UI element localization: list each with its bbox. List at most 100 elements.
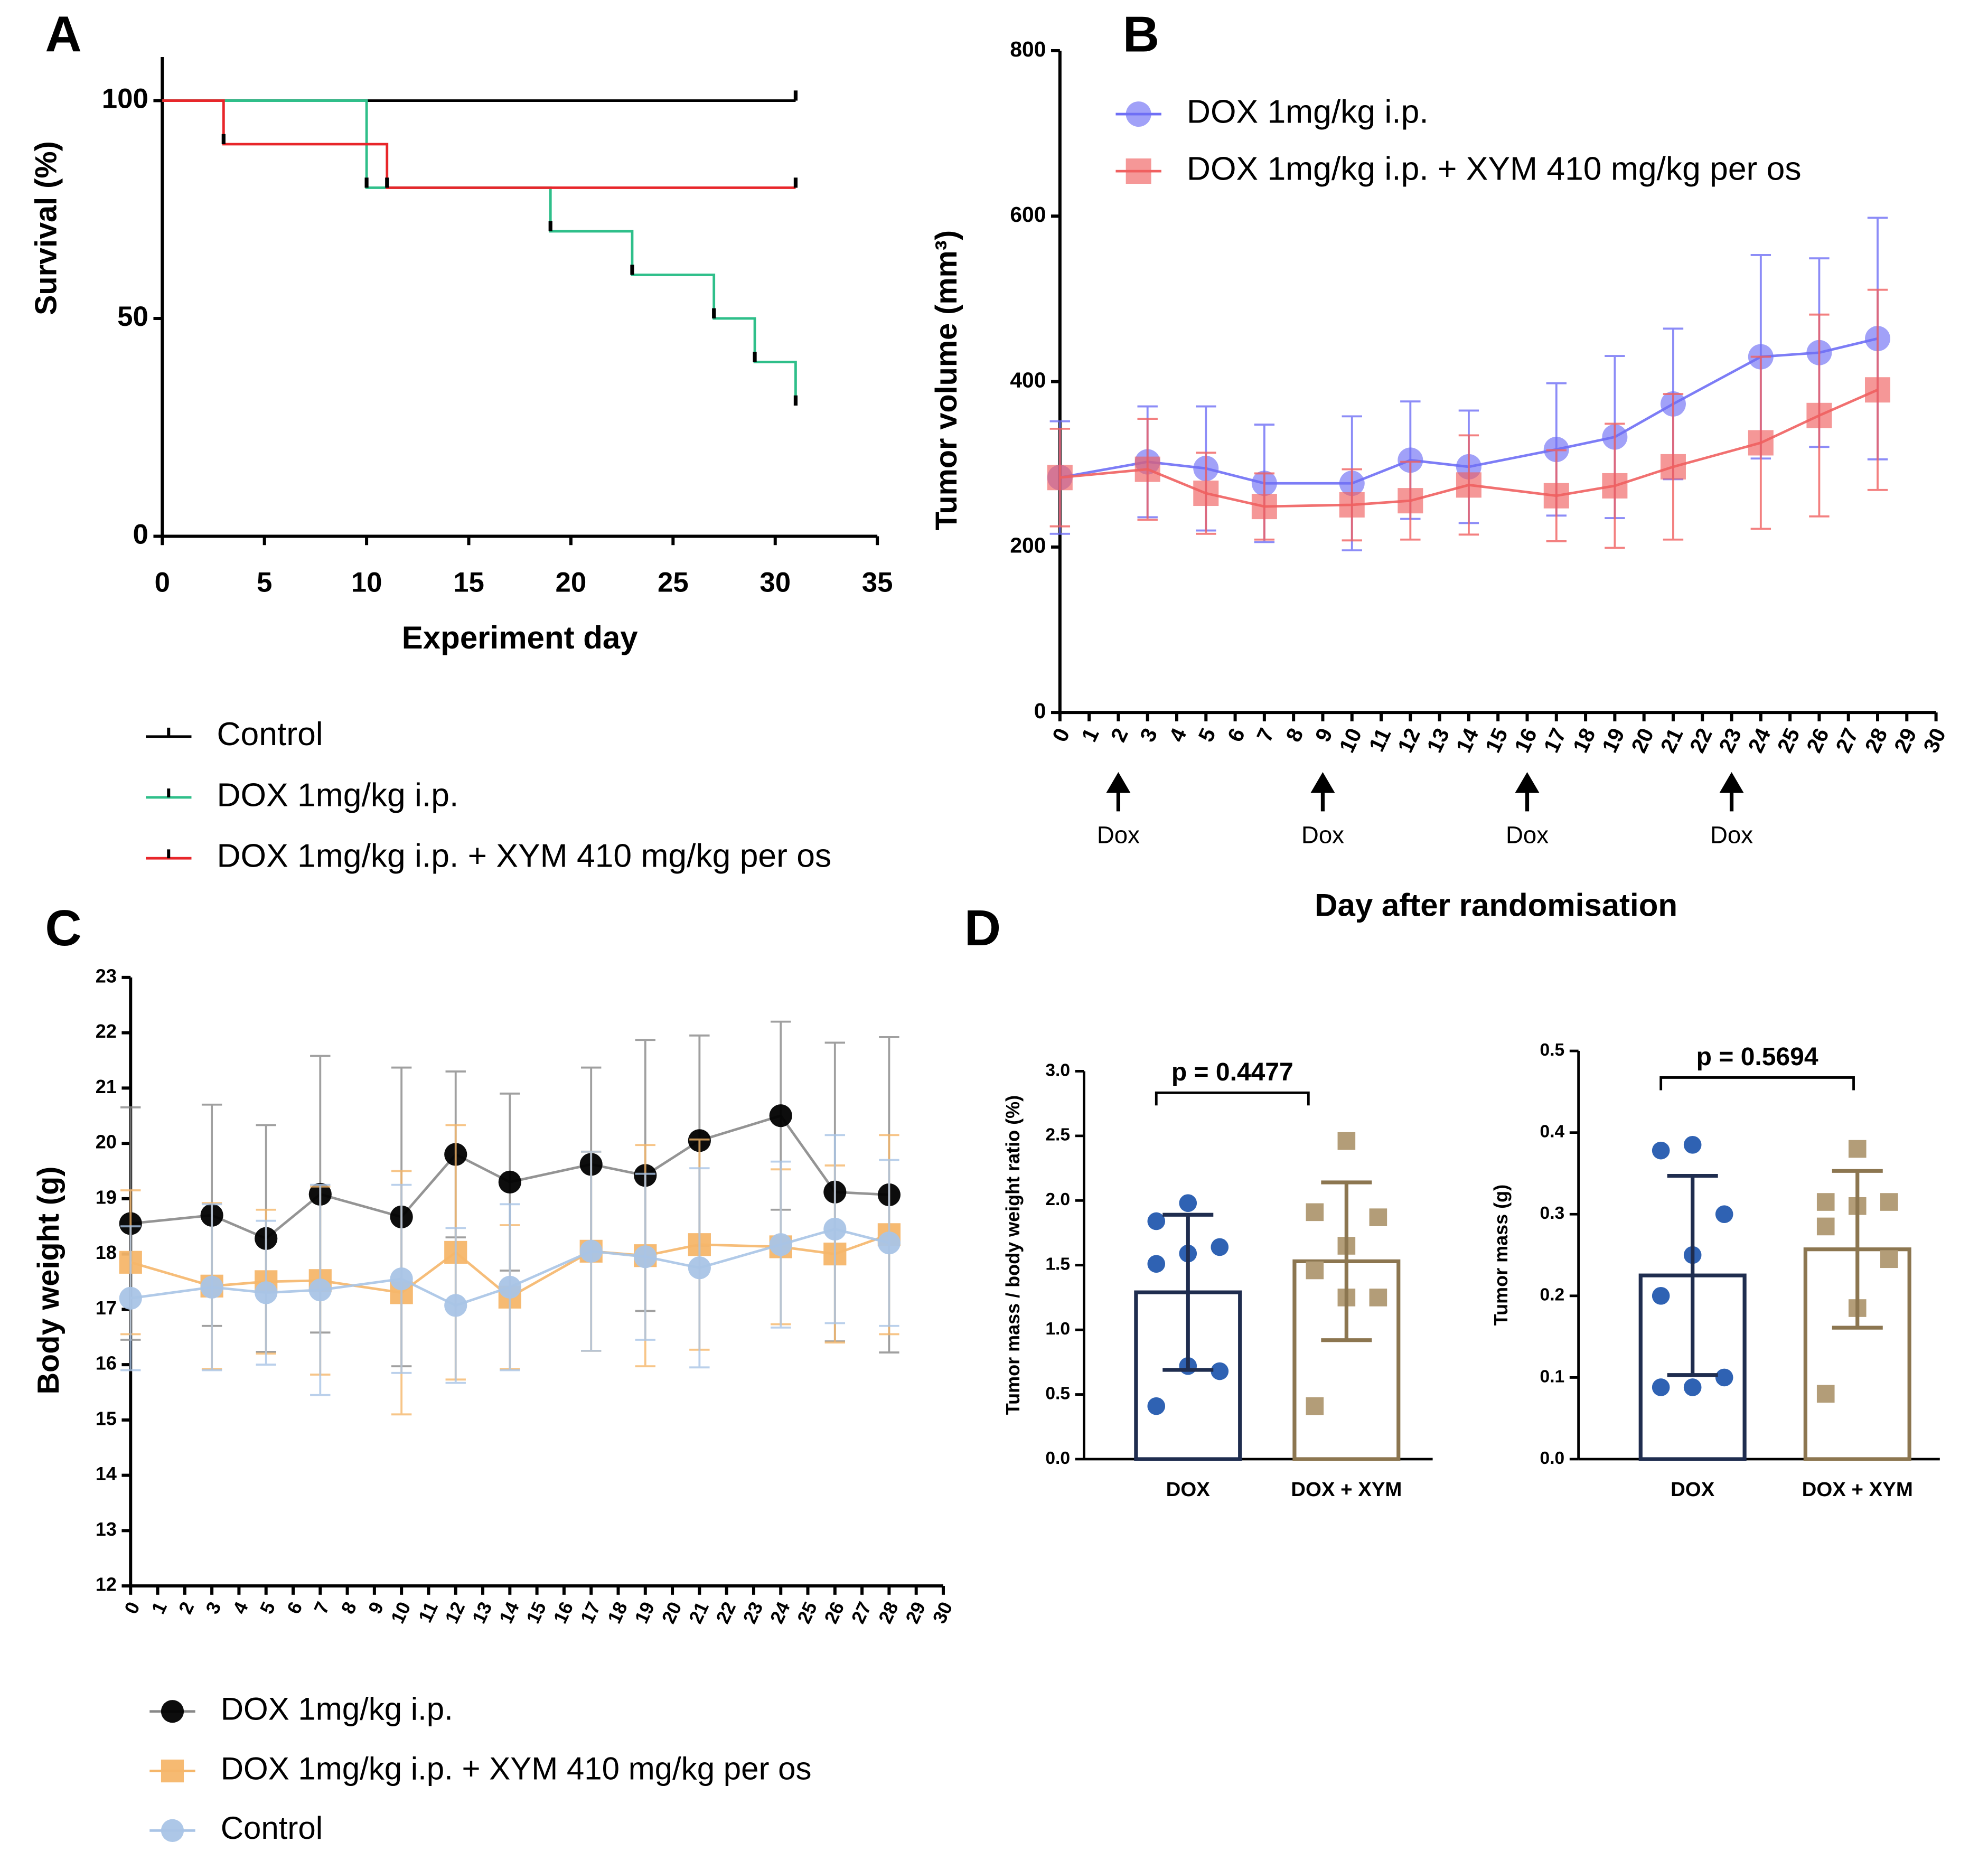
marker (1816, 1217, 1835, 1236)
marker (769, 1104, 792, 1127)
x-tick-label: 26 (1802, 725, 1834, 757)
panel-letter: A (45, 6, 81, 62)
x-tick-label: DOX + XYM (1802, 1478, 1913, 1501)
marker (1652, 1141, 1670, 1160)
x-tick-label: 25 (793, 1599, 821, 1627)
dose-arrow (1719, 772, 1744, 812)
x-tick-label: 24 (1743, 724, 1775, 756)
y-tick-label: 0.0 (1045, 1449, 1070, 1468)
y-tick-label: 15 (96, 1407, 117, 1429)
x-tick-label: 8 (336, 1599, 361, 1617)
marker (1715, 1205, 1733, 1224)
marker (308, 1279, 332, 1302)
x-tick-label: 12 (440, 1599, 469, 1627)
bracket (1155, 1091, 1310, 1106)
x-tick-label: 10 (387, 1599, 415, 1627)
marker (688, 1256, 711, 1280)
legend-marker (1126, 158, 1151, 184)
y-tick-label: 23 (96, 965, 117, 986)
marker (1211, 1362, 1229, 1380)
y-tick-label: 20 (96, 1131, 117, 1153)
marker (1306, 1397, 1324, 1415)
x-tick-label: 25 (1773, 725, 1805, 757)
y-tick-label: 3.0 (1045, 1060, 1070, 1080)
x-tick-label: 9 (364, 1599, 388, 1617)
x-tick-label: 6 (1223, 725, 1250, 746)
marker (1848, 1140, 1867, 1158)
marker (390, 1267, 413, 1291)
y-tick-label: 13 (96, 1518, 117, 1540)
x-tick-label: 9 (1310, 725, 1337, 746)
panel-letter: D (964, 900, 1001, 956)
x-tick-label: 17 (576, 1599, 605, 1627)
marker (1683, 1136, 1702, 1154)
x-tick-label: 5 (1194, 725, 1221, 746)
y-tick-label: 1.5 (1045, 1255, 1070, 1274)
x-tick-label: 14 (495, 1599, 523, 1627)
dose-label: Dox (1097, 821, 1140, 848)
marker (1683, 1378, 1702, 1396)
x-tick-label: DOX (1671, 1478, 1715, 1501)
marker (498, 1275, 521, 1299)
y-axis-label: Survival (%) (29, 141, 63, 315)
x-tick-label: 13 (1422, 725, 1454, 757)
dose-label: Dox (1301, 821, 1344, 848)
x-tick-label: 29 (901, 1599, 930, 1627)
y-tick-label: 100 (102, 83, 148, 114)
x-tick-label: 4 (228, 1599, 252, 1617)
x-tick-label: 7 (1252, 725, 1279, 746)
x-tick-label: 29 (1889, 725, 1921, 757)
x-tick-label: 10 (351, 567, 382, 598)
y-tick-label: 0.3 (1540, 1204, 1565, 1223)
survival-line (162, 99, 797, 406)
bracket (1659, 1076, 1855, 1091)
x-tick-label: 13 (467, 1599, 496, 1627)
marker (1193, 481, 1219, 506)
legend-label: DOX 1mg/kg i.p. + XYM 410 mg/kg per os (1187, 151, 1802, 187)
marker (1715, 1368, 1733, 1387)
x-axis-label: Experiment day (402, 620, 638, 655)
x-tick-label: 0 (155, 567, 170, 598)
x-tick-label: 15 (1480, 725, 1513, 757)
marker (1864, 377, 1891, 403)
x-tick-label: 1 (1076, 725, 1103, 746)
marker (200, 1275, 223, 1299)
marker (579, 1239, 603, 1263)
marker (1134, 456, 1160, 482)
y-tick-label: 600 (1010, 202, 1046, 227)
x-tick-label: 16 (1509, 725, 1542, 757)
legend-label: Control (217, 716, 323, 753)
x-tick-label: 20 (657, 1599, 686, 1627)
marker (119, 1286, 142, 1310)
marker (1306, 1203, 1324, 1221)
marker (1306, 1261, 1324, 1280)
y-tick-label: 16 (96, 1352, 117, 1374)
y-tick-label: 0 (1034, 699, 1046, 723)
x-tick-label: 17 (1539, 725, 1571, 757)
marker (1748, 430, 1774, 456)
legend-label: DOX 1mg/kg i.p. + XYM 410 mg/kg per os (221, 1751, 812, 1786)
y-tick-label: 200 (1010, 533, 1046, 558)
p-value: p = 0.4477 (1171, 1058, 1293, 1086)
x-tick-label: 15 (522, 1599, 550, 1627)
error-bar (1667, 1173, 1718, 1377)
error-bar (1321, 1180, 1372, 1342)
y-tick-label: 400 (1010, 368, 1046, 392)
x-tick-label: 20 (556, 567, 587, 598)
x-tick-label: 16 (549, 1599, 577, 1627)
y-tick-label: 50 (117, 301, 148, 332)
marker (1806, 402, 1832, 428)
x-tick-label: 19 (1597, 725, 1629, 757)
x-tick-label: 30 (928, 1599, 957, 1627)
legend-label: DOX 1mg/kg i.p. (217, 777, 458, 813)
panel-letter: B (1123, 6, 1159, 62)
x-tick-label: 25 (658, 567, 689, 598)
y-tick-label: 0.5 (1045, 1384, 1070, 1403)
x-tick-label: 6 (283, 1599, 307, 1617)
marker (1179, 1194, 1197, 1213)
x-tick-label: 11 (1364, 725, 1396, 756)
y-axis-label: Tumor mass / body weight ratio (%) (1002, 1095, 1024, 1415)
x-tick-label: 5 (256, 1599, 280, 1617)
legend-label: DOX 1mg/kg i.p. + XYM 410 mg/kg per os (217, 838, 831, 875)
